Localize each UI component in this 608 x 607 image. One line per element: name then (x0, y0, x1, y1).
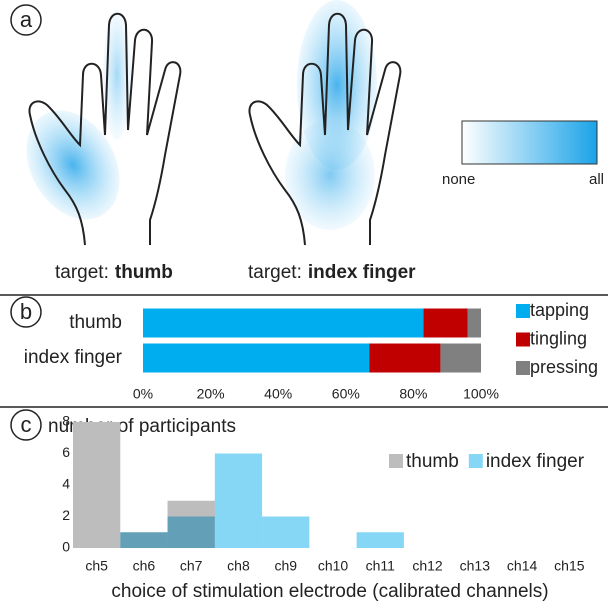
legend-label: index finger (486, 451, 585, 472)
x-tick-label: ch14 (507, 558, 538, 574)
scale-min-label: none (442, 171, 475, 188)
legend-label: tapping (530, 300, 589, 320)
x-tick-label: ch13 (460, 558, 491, 574)
bar (120, 532, 167, 548)
legend-label: pressing (530, 357, 598, 377)
legend-swatch (389, 454, 403, 468)
bar (168, 517, 215, 549)
bar (73, 422, 120, 548)
panel-label: c (21, 412, 32, 437)
bar-segment (369, 344, 440, 373)
x-tick-label: ch7 (180, 558, 203, 574)
bar-segment (143, 344, 369, 373)
x-tick-label: 40% (264, 386, 292, 402)
panel-label: a (20, 7, 33, 32)
x-tick-label: ch8 (227, 558, 250, 574)
target-prefix: target: (248, 262, 302, 283)
bar-segment (424, 309, 468, 338)
x-tick-label: 0% (133, 386, 153, 402)
x-tick-label: ch9 (274, 558, 297, 574)
color-scale (462, 121, 597, 164)
scale-max-label: all (589, 171, 604, 188)
x-tick-label: 80% (399, 386, 427, 402)
target-caption: target: index finger (248, 262, 416, 283)
y-tick-label: 4 (62, 476, 70, 492)
bar-segment (143, 309, 424, 338)
legend-swatch (516, 304, 530, 318)
category-label: thumb (69, 312, 122, 333)
x-tick-label: ch15 (554, 558, 585, 574)
legend-label: thumb (406, 451, 459, 472)
figure: a target:thumb target:index finger none … (0, 0, 608, 607)
x-tick-label: ch11 (366, 558, 396, 574)
x-tick-label: ch6 (133, 558, 156, 574)
hand-thumb (8, 10, 181, 245)
bar (262, 517, 309, 549)
panel-label: b (20, 299, 32, 324)
category-label: index finger (24, 347, 123, 368)
bar-segment (440, 344, 481, 373)
y-tick-label: 6 (62, 444, 70, 460)
x-axis-label: choice of stimulation electrode (calibra… (111, 581, 548, 602)
x-tick-label: ch5 (85, 558, 108, 574)
x-tick-label: ch10 (318, 558, 349, 574)
target-name: thumb (115, 262, 173, 283)
target-caption: target: thumb (55, 262, 173, 283)
bar-segment (467, 309, 481, 338)
hand-index (249, 0, 400, 245)
x-tick-label: ch12 (412, 558, 443, 574)
bar (215, 454, 262, 549)
legend-swatch (469, 454, 483, 468)
legend-label: tingling (530, 328, 587, 348)
y-tick-label: 2 (62, 507, 70, 523)
bar (357, 532, 404, 548)
target-name: index finger (308, 262, 416, 283)
x-tick-label: 20% (197, 386, 225, 402)
legend-swatch (516, 333, 530, 347)
x-tick-label: 100% (463, 386, 499, 402)
y-tick-label: 0 (62, 539, 70, 555)
x-tick-label: 60% (332, 386, 360, 402)
legend-swatch (516, 361, 530, 375)
target-prefix: target: (55, 262, 109, 283)
page: a target:thumb target:index finger none … (0, 0, 608, 607)
